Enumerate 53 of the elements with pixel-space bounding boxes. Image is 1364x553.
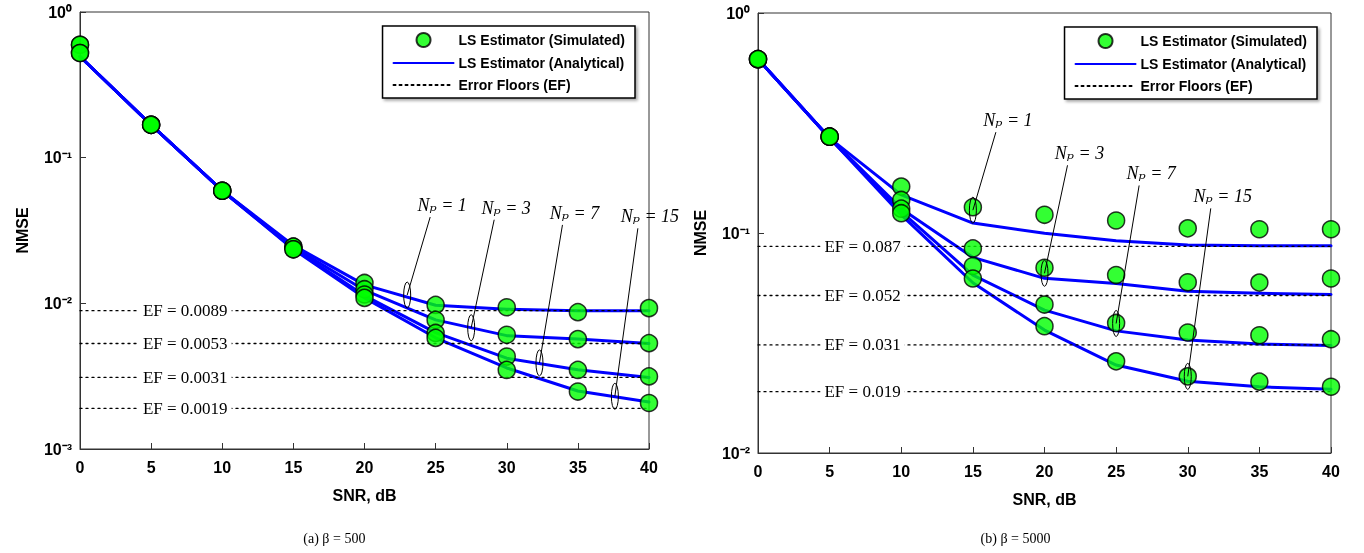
annotation: Nₚ = 1 — [416, 195, 467, 216]
y-tick-label: 10⁻² — [43, 294, 72, 312]
x-tick-label: 35 — [568, 458, 587, 476]
data-label: EF = 0.0019 — [142, 398, 228, 418]
x-tick-label: 30 — [497, 458, 516, 476]
x-tick-label: 5 — [146, 458, 156, 476]
legend-label: Error Floors (EF) — [1140, 78, 1253, 94]
y-axis-title: NMSE — [691, 209, 709, 257]
y-tick-label: 10⁻¹ — [43, 149, 72, 167]
data-label: EF = 0.0053 — [142, 334, 228, 353]
x-tick-label: 35 — [1250, 462, 1269, 480]
x-tick-label: 15 — [963, 462, 982, 480]
data-label: EF = 0.0031 — [142, 367, 228, 387]
y-tick-label: 10⁻³ — [43, 440, 72, 458]
x-tick-label: 20 — [355, 458, 374, 476]
legend-label: Error Floors (EF) — [458, 77, 571, 93]
x-tick-label: 20 — [1035, 462, 1054, 480]
x-tick-label: 15 — [284, 458, 303, 476]
x-tick-label: 5 — [825, 462, 835, 480]
x-axis-title: SNR, dB — [332, 486, 397, 504]
legend-label: LS Estimator (Analytical) — [1140, 56, 1307, 72]
x-tick-label: 0 — [753, 462, 763, 480]
y-axis-title: NMSE — [13, 207, 31, 254]
y-tick-label: 10⁰ — [48, 3, 72, 21]
x-axis-title: SNR, dB — [1012, 490, 1077, 508]
data-label: EF = 0.0089 — [142, 301, 228, 321]
text: (a) β = 500 — [303, 531, 366, 547]
annotation: Nₚ = 15 — [619, 206, 680, 227]
data-label: EF = 0.087 — [824, 236, 902, 256]
annotation: Nₚ = 7 — [548, 202, 601, 223]
legend-label: LS Estimator (Simulated) — [458, 32, 625, 48]
x-tick-label: 40 — [1322, 462, 1340, 480]
x-tick-label: 0 — [75, 458, 85, 476]
text: (b) β = 5000 — [980, 531, 1051, 547]
legend-label: LS Estimator (Analytical) — [458, 55, 625, 71]
x-tick-label: 30 — [1178, 462, 1197, 480]
y-tick-label: 10⁰ — [726, 4, 750, 22]
data-label: EF = 0.031 — [824, 335, 901, 355]
annotation: Nₚ = 3 — [1053, 143, 1105, 164]
y-tick-label: 10⁻¹ — [721, 224, 750, 242]
x-tick-label: 25 — [1107, 462, 1126, 480]
legend-label: LS Estimator (Simulated) — [1140, 33, 1307, 49]
y-tick-label: 10⁻² — [721, 444, 750, 462]
x-tick-label: 40 — [640, 458, 658, 476]
annotation: Nₚ = 7 — [1125, 163, 1177, 184]
x-tick-label: 25 — [426, 458, 445, 476]
annotation: Nₚ = 15 — [1192, 186, 1252, 207]
x-tick-label: 10 — [213, 458, 232, 476]
annotation: Nₚ = 3 — [480, 197, 531, 218]
data-label: EF = 0.019 — [824, 382, 901, 402]
x-tick-label: 10 — [892, 462, 911, 480]
data-label: EF = 0.052 — [824, 285, 901, 305]
annotation: Nₚ = 1 — [982, 110, 1033, 131]
